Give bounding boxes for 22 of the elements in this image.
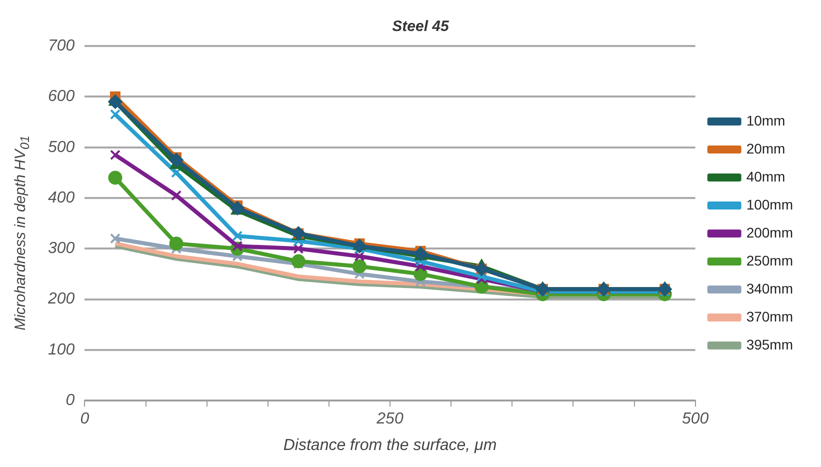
legend-label: 395mm bbox=[746, 336, 794, 352]
legend-label: 250mm bbox=[746, 252, 794, 268]
legend-label: 10mm bbox=[746, 112, 786, 128]
y-tick-label: 300 bbox=[48, 240, 75, 258]
x-tick-label: 0 bbox=[80, 410, 90, 428]
y-tick-label: 0 bbox=[66, 392, 75, 410]
legend-label: 370mm bbox=[746, 308, 794, 324]
x-tick-label: 250 bbox=[376, 410, 404, 428]
legend-label: 100mm bbox=[746, 196, 794, 212]
y-tick-label: 100 bbox=[48, 341, 75, 358]
y-tick-label: 200 bbox=[46, 290, 75, 308]
legend-label: 340mm bbox=[746, 280, 794, 296]
x-tick-label: 500 bbox=[682, 410, 709, 428]
legend-label: 20mm bbox=[746, 140, 786, 156]
x-axis-title: Distance from the surface, μm bbox=[283, 436, 497, 454]
y-tick-label: 600 bbox=[48, 88, 75, 106]
legend-label: 40mm bbox=[746, 168, 786, 184]
y-tick-label: 400 bbox=[48, 189, 75, 206]
legend-label: 200mm bbox=[746, 224, 794, 240]
y-tick-label: 700 bbox=[48, 37, 75, 54]
chart-title: Steel 45 bbox=[392, 18, 450, 36]
y-tick-label: 500 bbox=[48, 138, 75, 156]
